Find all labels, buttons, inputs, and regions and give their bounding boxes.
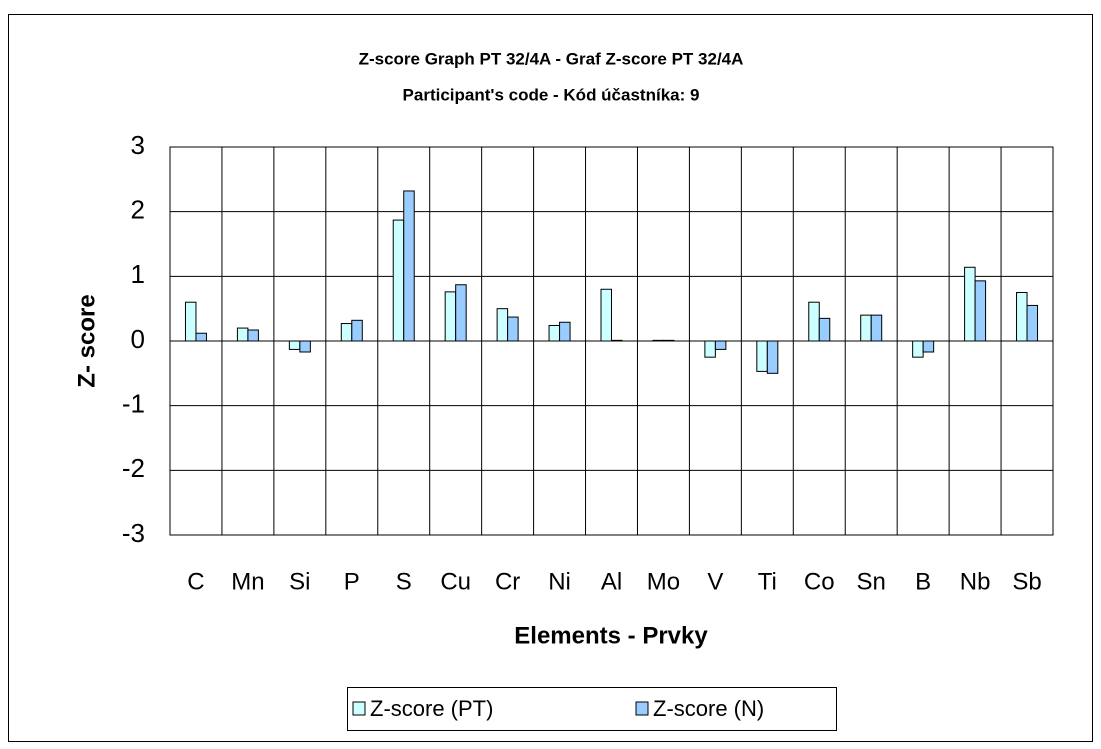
y-tick-label: 0 (131, 324, 145, 354)
bar (766, 340, 779, 374)
x-tick-label: B (915, 568, 931, 595)
x-tick-label: Co (804, 568, 835, 595)
bar (922, 340, 935, 353)
bar (818, 317, 831, 342)
chart-subtitle: Participant's code - Kód účastníka: 9 (403, 85, 700, 104)
x-axis-title: Elements - Prvky (514, 622, 708, 649)
x-tick-label: S (396, 568, 412, 595)
legend-swatch (352, 701, 366, 716)
bar (1026, 304, 1039, 342)
bar (974, 280, 987, 342)
bar (299, 340, 311, 353)
legend-label: Z-score (N) (653, 696, 764, 721)
bar (247, 329, 259, 342)
y-tick-label: -1 (122, 389, 145, 419)
bar (704, 340, 716, 358)
bar (444, 291, 457, 342)
y-tick-label: -3 (122, 518, 145, 548)
bar (662, 339, 675, 342)
bar (195, 332, 207, 342)
x-tick-label: Al (601, 568, 622, 595)
y-tick-label: 1 (131, 259, 145, 289)
bar (236, 327, 249, 342)
y-tick-label: -2 (122, 453, 145, 483)
bar (756, 340, 768, 372)
bar (870, 314, 883, 342)
legend-swatch (635, 701, 649, 716)
bar (808, 301, 820, 342)
legend-label: Z-score (PT) (370, 696, 493, 721)
x-tick-label: Cu (440, 568, 471, 595)
bar (912, 340, 924, 358)
bar (288, 340, 301, 350)
x-tick-label: Ti (758, 568, 777, 595)
bar (611, 339, 623, 342)
legend-box (347, 687, 837, 731)
bar (548, 324, 561, 342)
x-tick-label: Nb (960, 568, 991, 595)
bar (403, 190, 415, 342)
bar (559, 321, 571, 342)
x-tick-label: Ni (548, 568, 571, 595)
x-tick-label: P (344, 568, 360, 595)
bar (860, 314, 872, 342)
bar (392, 219, 405, 342)
x-tick-label: Mn (231, 568, 264, 595)
x-tick-label: V (707, 568, 723, 595)
bar (714, 340, 727, 350)
x-tick-label: Mo (647, 568, 680, 595)
x-tick-label: Sb (1012, 568, 1041, 595)
y-tick-label: 3 (131, 130, 145, 160)
x-tick-label: Si (289, 568, 310, 595)
plot-border (169, 146, 1054, 536)
bar (496, 308, 509, 342)
x-tick-label: Sn (857, 568, 886, 595)
x-tick-label: Cr (495, 568, 520, 595)
bar (1016, 292, 1028, 342)
y-axis-title: Z- score (73, 294, 100, 387)
y-tick-label: 2 (131, 195, 145, 225)
bar (351, 319, 363, 342)
chart-title: Z-score Graph PT 32/4A - Graf Z-score PT… (359, 49, 744, 68)
x-tick-label: C (187, 568, 204, 595)
bar (455, 284, 467, 342)
bar (600, 288, 612, 342)
bar (652, 339, 664, 342)
bar (184, 301, 197, 342)
bar (964, 266, 976, 342)
bar (340, 323, 353, 342)
bar (507, 316, 519, 342)
